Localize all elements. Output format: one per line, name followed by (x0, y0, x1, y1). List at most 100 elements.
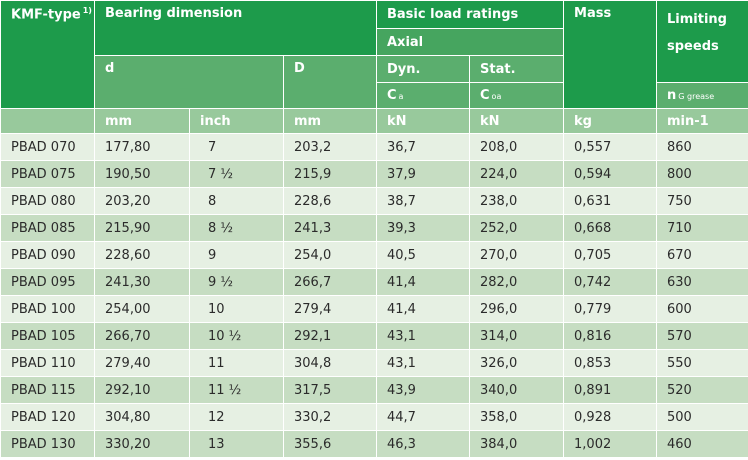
header-d: d (94, 55, 284, 109)
d-inch-cell: 13 (189, 430, 284, 458)
table-row: PBAD 085 215,90 8 ½ 241,3 39,3 252,0 0,668 710 (0, 214, 748, 242)
coa-cell: 326,0 (468, 349, 565, 377)
mass-cell: 0,742 (563, 268, 658, 296)
table-row: PBAD 080 203,20 8 228,6 38,7 238,0 0,631 750 (0, 187, 748, 215)
D-mm-cell: 304,8 (283, 349, 377, 377)
speed-cell: 800 (656, 160, 748, 188)
D-mm-cell: 330,2 (283, 403, 377, 431)
coa-cell: 252,0 (468, 214, 565, 242)
kmf-type-cell: PBAD 130 (0, 430, 95, 458)
unit-cell: mm (283, 108, 377, 134)
table-row: PBAD 075 190,50 7 ½ 215,9 37,9 224,0 0,594 800 (0, 160, 748, 188)
mass-cell: 0,557 (563, 133, 658, 161)
ca-cell: 44,7 (376, 403, 470, 431)
speed-cell: 630 (656, 268, 748, 296)
mass-cell: 0,779 (563, 295, 658, 323)
header-dyn: Dyn. (376, 55, 470, 83)
mass-cell: 0,705 (563, 241, 658, 269)
speed-cell: 550 (656, 349, 748, 377)
unit-cell: kN (376, 108, 470, 134)
d-mm-cell: 177,80 (94, 133, 190, 161)
D-mm-cell: 355,6 (283, 430, 377, 458)
mass-cell: 0,816 (563, 322, 658, 350)
mass-cell: 0,668 (563, 214, 658, 242)
kmf-type-cell: PBAD 105 (0, 322, 95, 350)
header-bearing-dimension: Bearing dimension (94, 0, 377, 56)
unit-cell: inch (189, 108, 284, 134)
d-inch-cell: 10 ½ (189, 322, 284, 350)
coa-cell: 358,0 (468, 403, 565, 431)
D-mm-cell: 228,6 (283, 187, 377, 215)
mass-cell: 0,928 (563, 403, 658, 431)
mass-cell: 0,631 (563, 187, 658, 215)
ca-cell: 37,9 (376, 160, 470, 188)
speed-cell: 860 (656, 133, 748, 161)
coa-cell: 270,0 (468, 241, 565, 269)
header-stat: Stat. (468, 55, 565, 83)
d-inch-cell: 9 (189, 241, 284, 269)
ca-cell: 39,3 (376, 214, 470, 242)
speed-cell: 710 (656, 214, 748, 242)
d-mm-cell: 304,80 (94, 403, 190, 431)
d-mm-cell: 190,50 (94, 160, 190, 188)
coa-cell: 314,0 (468, 322, 565, 350)
unit-cell: kN (468, 108, 565, 134)
coa-cell: 208,0 (468, 133, 565, 161)
kmf-type-cell: PBAD 115 (0, 376, 95, 404)
ca-cell: 36,7 (376, 133, 470, 161)
kmf-type-cell: PBAD 070 (0, 133, 95, 161)
ca-cell: 41,4 (376, 268, 470, 296)
D-mm-cell: 203,2 (283, 133, 377, 161)
table-row: PBAD 100 254,00 10 279,4 41,4 296,0 0,779 600 (0, 295, 748, 323)
mass-cell: 1,002 (563, 430, 658, 458)
D-mm-cell: 254,0 (283, 241, 377, 269)
table-row: PBAD 070 177,80 7 203,2 36,7 208,0 0,557 860 (0, 133, 748, 161)
ca-cell: 43,9 (376, 376, 470, 404)
d-mm-cell: 215,90 (94, 214, 190, 242)
D-mm-cell: 241,3 (283, 214, 377, 242)
header-mass: Mass (563, 0, 658, 109)
header-limiting-speeds: Limiting speeds (656, 0, 748, 83)
kmf-type-cell: PBAD 090 (0, 241, 95, 269)
unit-cell: mm (94, 108, 190, 134)
kmf-type-cell: PBAD 080 (0, 187, 95, 215)
d-mm-cell: 266,70 (94, 322, 190, 350)
unit-cell: min-1 (656, 108, 748, 134)
d-mm-cell: 203,20 (94, 187, 190, 215)
speed-cell: 750 (656, 187, 748, 215)
D-mm-cell: 292,1 (283, 322, 377, 350)
d-mm-cell: 279,40 (94, 349, 190, 377)
coa-cell: 224,0 (468, 160, 565, 188)
table-row: PBAD 095 241,30 9 ½ 266,7 41,4 282,0 0,742 630 (0, 268, 748, 296)
kmf-type-cell: PBAD 110 (0, 349, 95, 377)
coa-cell: 384,0 (468, 430, 565, 458)
kmf-type-cell: PBAD 075 (0, 160, 95, 188)
ca-cell: 43,1 (376, 322, 470, 350)
ca-cell: 46,3 (376, 430, 470, 458)
D-mm-cell: 317,5 (283, 376, 377, 404)
kmf-type-cell: PBAD 085 (0, 214, 95, 242)
d-inch-cell: 11 ½ (189, 376, 284, 404)
d-inch-cell: 8 ½ (189, 214, 284, 242)
mass-cell: 0,891 (563, 376, 658, 404)
d-inch-cell: 12 (189, 403, 284, 431)
header-D: D (283, 55, 377, 109)
header-axial: Axial (375, 28, 565, 56)
coa-cell: 282,0 (468, 268, 565, 296)
ca-cell: 38,7 (376, 187, 470, 215)
d-mm-cell: 228,60 (94, 241, 190, 269)
table-row: PBAD 120 304,80 12 330,2 44,7 358,0 0,928 500 (0, 403, 748, 431)
d-mm-cell: 254,00 (94, 295, 190, 323)
kmf-type-cell: PBAD 095 (0, 268, 95, 296)
ca-cell: 40,5 (376, 241, 470, 269)
coa-cell: 340,0 (468, 376, 565, 404)
kmf-type-cell: PBAD 120 (0, 403, 95, 431)
table-row: PBAD 090 228,60 9 254,0 40,5 270,0 0,705 670 (0, 241, 748, 269)
table-row: PBAD 115 292,10 11 ½ 317,5 43,9 340,0 0,891 520 (0, 376, 748, 404)
d-inch-cell: 10 (189, 295, 284, 323)
d-inch-cell: 11 (189, 349, 284, 377)
table-body: PBAD 070 177,80 7 203,2 36,7 208,0 0,557 860 PBA… (0, 133, 748, 458)
d-inch-cell: 7 (189, 133, 284, 161)
